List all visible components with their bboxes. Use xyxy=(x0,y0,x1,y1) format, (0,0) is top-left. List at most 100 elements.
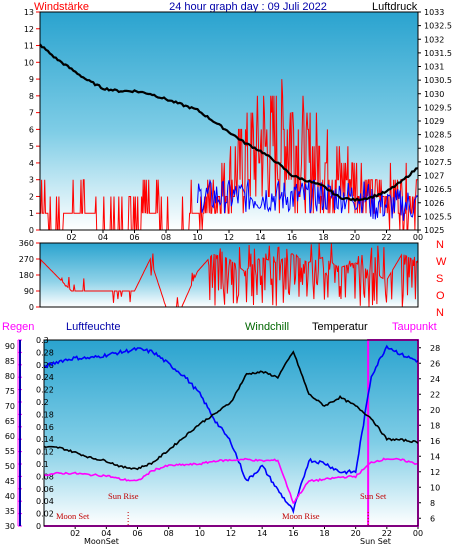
temperature-axis-tick-label: 8 xyxy=(430,499,435,508)
rain-axis-tick-label: 0.06 xyxy=(36,485,54,494)
luftfeuchte-label: Luftfeuchte xyxy=(66,321,120,333)
pressure-axis-tick-label: 1026.5 xyxy=(424,185,452,194)
wind-axis-tick-label: 11 xyxy=(24,42,34,51)
temperatur-label: Temperatur xyxy=(312,321,368,333)
pressure-axis-tick-label: 1032.5 xyxy=(424,22,452,31)
pressure-axis-tick-label: 1030.5 xyxy=(424,76,452,85)
humidity-axis-tick-label: 60 xyxy=(5,432,15,441)
x-axis-tick-label: 20 xyxy=(350,233,360,242)
bottom-axis-tick-label: 00 xyxy=(413,529,423,538)
wind-axis-tick-label: 13 xyxy=(24,8,34,17)
regen-label: Regen xyxy=(2,321,34,333)
pressure-axis-tick-label: 1028 xyxy=(424,144,444,153)
temperature-axis-tick-label: 18 xyxy=(430,421,440,430)
series-temperatur xyxy=(43,350,419,471)
humidity-axis-tick-label: 70 xyxy=(5,402,15,411)
wind-axis-tick-label: 8 xyxy=(29,92,34,101)
rain-axis-tick-label: 0.3 xyxy=(36,336,49,345)
humidity-frame xyxy=(43,339,419,527)
event-moon-set: Moon Set xyxy=(56,511,90,521)
x-axis-tick-label: 18 xyxy=(318,233,328,242)
rain-axis-tick-label: 0.14 xyxy=(36,435,54,444)
series-windrichtung xyxy=(39,243,419,308)
humidity-axis-tick-label: 35 xyxy=(5,507,15,516)
rain-axis-tick-label: 0.22 xyxy=(36,386,54,395)
temperature-axis-tick-label: 20 xyxy=(430,406,440,415)
rain-axis-tick-label: 0.12 xyxy=(36,448,54,457)
series-luftfeuchte xyxy=(43,344,419,515)
direction-axis-tick-label: 270 xyxy=(19,255,34,264)
bottom-axis-tick-label: 14 xyxy=(257,529,267,538)
temperature-axis-tick-label: 14 xyxy=(430,452,440,461)
rain-axis-tick-label: 0.28 xyxy=(36,348,54,357)
bottom-axis-tick-label: 06 xyxy=(132,529,142,538)
humidity-axis-tick-label: 90 xyxy=(5,342,15,351)
wind-axis-tick-label: 2 xyxy=(29,192,34,201)
humidity-axis-tick-label: 45 xyxy=(5,477,15,486)
wind-pressure-panel: 01234567891011121310251025.510261026.510… xyxy=(24,8,452,242)
wind-axis-tick-label: 10 xyxy=(24,58,34,67)
windchill-label: Windchill xyxy=(245,321,289,333)
bottom-moon-set: MoonSet xyxy=(84,537,119,546)
humidity-plot-area xyxy=(44,340,418,526)
series-luftdruck xyxy=(39,43,419,203)
compass-n-top: N xyxy=(436,239,444,251)
x-axis-tick-label: 22 xyxy=(381,233,391,242)
rain-axis-tick-label: 0.1 xyxy=(36,460,49,469)
wind-axis-tick-label: 6 xyxy=(29,125,34,134)
pressure-axis-tick-label: 1027.5 xyxy=(424,158,452,167)
temperature-axis-tick-label: 26 xyxy=(430,359,440,368)
wind-pressure-frame xyxy=(39,11,419,231)
rain-axis-tick-label: 0.02 xyxy=(36,510,54,519)
rain-axis-tick-label: 0.2 xyxy=(36,398,49,407)
bottom-axis-tick-label: 08 xyxy=(164,529,174,538)
x-axis-tick-label: 00 xyxy=(413,233,423,242)
wind-direction-panel: 0 90 180 270 360 xyxy=(19,239,419,312)
bottom-axis-tick-label: 04 xyxy=(101,529,111,538)
compass-o: O xyxy=(436,290,445,302)
x-axis-tick-label: 06 xyxy=(129,233,139,242)
temperature-axis-tick-label: 12 xyxy=(430,468,440,477)
wind-axis-tick-label: 0 xyxy=(29,226,34,235)
rain-axis-tick-label: 0.18 xyxy=(36,410,54,419)
temperature-axis-tick-label: 28 xyxy=(430,344,440,353)
event-moon-rise: Moon Rise xyxy=(282,511,320,521)
temperature-axis-tick-label: 22 xyxy=(430,390,440,399)
pressure-axis-tick-label: 1025 xyxy=(424,226,444,235)
temperature-axis-tick-label: 10 xyxy=(430,483,440,492)
rain-axis-tick-label: 0.08 xyxy=(36,472,54,481)
temperature-axis-tick-label: 6 xyxy=(430,514,435,523)
humidity-axis-tick-label: 40 xyxy=(5,492,15,501)
pressure-axis-tick-label: 1031 xyxy=(424,63,444,72)
pressure-axis-tick-label: 1032 xyxy=(424,35,444,44)
series-taupunkt xyxy=(43,457,418,505)
pressure-axis-tick-label: 1030 xyxy=(424,90,444,99)
x-axis-tick-label: 02 xyxy=(66,233,76,242)
humidity-axis-tick-label: 85 xyxy=(5,357,15,366)
humidity-axis-tick-label: 50 xyxy=(5,462,15,471)
x-axis-tick-label: 08 xyxy=(161,233,171,242)
humidity-axis-tick-label: 80 xyxy=(5,372,15,381)
compass-labels: N W S O N xyxy=(436,239,447,319)
direction-axis-tick-label: 360 xyxy=(19,239,34,248)
rain-axis-tick-label: 0 xyxy=(36,522,41,531)
pressure-axis-tick-label: 1028.5 xyxy=(424,131,452,140)
pressure-axis-tick-label: 1033 xyxy=(424,8,444,17)
x-axis-tick-label: 14 xyxy=(255,233,265,242)
bottom-axis-tick-label: 02 xyxy=(70,529,80,538)
wind-axis-tick-label: 1 xyxy=(29,209,34,218)
direction-axis-tick-label: 0 xyxy=(29,303,34,312)
humidity-temperature-panel: 0 0.02 0.04 0.06 0.08 0.1 0.12 0.14 0.16 0.18 0.2 0… xyxy=(5,336,440,538)
bottom-axis-tick-label: 20 xyxy=(351,529,361,538)
direction-axis-tick-label: 90 xyxy=(24,287,34,296)
bottom-axis-tick-label: 10 xyxy=(195,529,205,538)
pressure-axis-tick-label: 1029 xyxy=(424,117,444,126)
bottom-axis-tick-label: 12 xyxy=(226,529,236,538)
series-boeen xyxy=(197,179,419,221)
compass-w: W xyxy=(436,256,447,268)
event-sun-set: Sun Set xyxy=(360,491,387,501)
wind-axis-tick-label: 12 xyxy=(24,25,34,34)
compass-s: S xyxy=(436,273,443,285)
pressure-axis-tick-label: 1029.5 xyxy=(424,103,452,112)
